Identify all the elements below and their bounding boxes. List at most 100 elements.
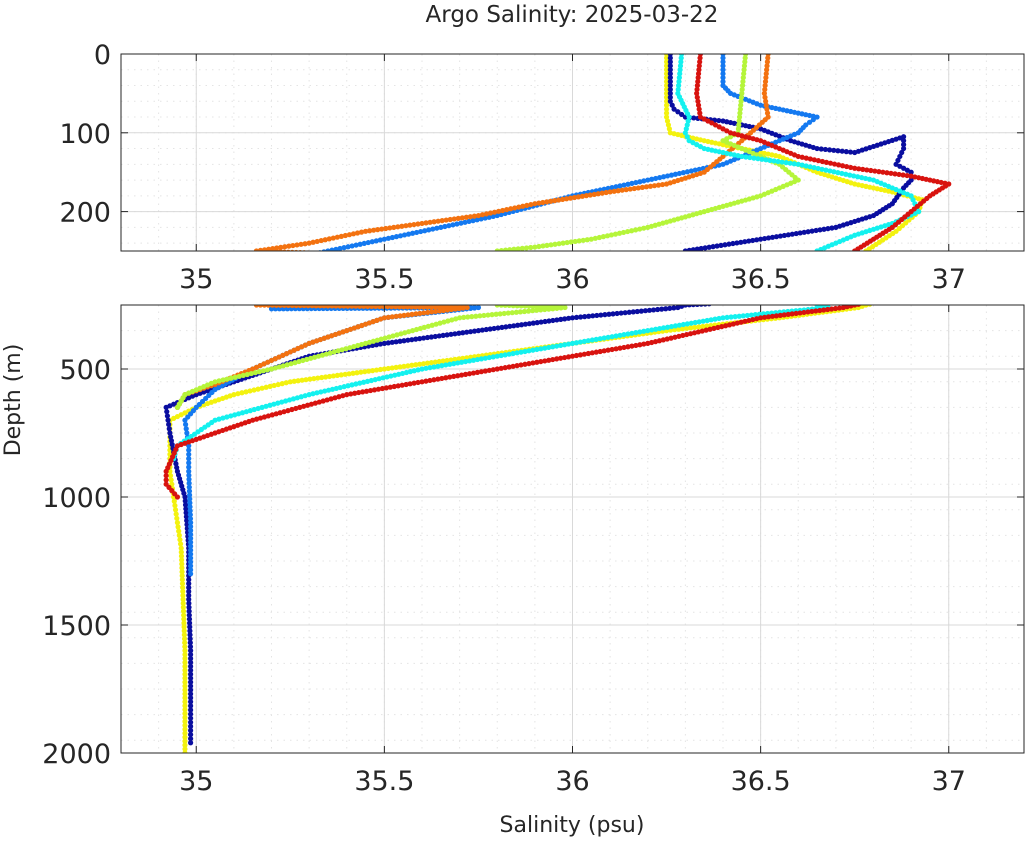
data-point bbox=[663, 63, 670, 69]
data-point bbox=[847, 172, 853, 178]
data-point bbox=[232, 412, 238, 418]
data-point bbox=[186, 592, 192, 599]
data-point bbox=[435, 363, 441, 369]
data-point bbox=[306, 392, 312, 398]
data-point bbox=[352, 390, 358, 396]
data-point bbox=[256, 369, 263, 375]
data-point bbox=[565, 354, 572, 360]
data-point bbox=[354, 370, 360, 376]
data-point bbox=[739, 153, 745, 160]
data-point bbox=[528, 244, 534, 251]
data-point bbox=[663, 78, 670, 85]
data-point bbox=[417, 310, 423, 317]
data-point bbox=[728, 314, 734, 320]
data-point bbox=[467, 214, 473, 220]
data-point bbox=[264, 367, 271, 373]
data-point bbox=[178, 553, 185, 559]
data-point bbox=[163, 404, 169, 410]
data-point bbox=[383, 385, 389, 391]
data-point bbox=[503, 324, 509, 330]
data-point bbox=[397, 233, 404, 239]
data-point bbox=[582, 314, 588, 320]
data-point bbox=[253, 305, 260, 308]
data-point bbox=[401, 338, 407, 344]
data-point bbox=[244, 371, 250, 378]
data-point bbox=[177, 541, 184, 547]
data-point bbox=[572, 238, 578, 245]
data-point bbox=[362, 228, 369, 234]
data-point bbox=[313, 305, 319, 309]
data-point bbox=[522, 321, 529, 327]
data-point bbox=[265, 248, 271, 251]
data-point bbox=[474, 217, 480, 223]
data-point bbox=[773, 234, 780, 240]
data-point bbox=[710, 244, 716, 250]
data-point bbox=[458, 220, 464, 226]
data-point bbox=[285, 408, 291, 414]
data-point bbox=[276, 364, 282, 370]
data-point bbox=[460, 305, 466, 311]
data-point bbox=[436, 358, 442, 365]
data-point bbox=[645, 177, 651, 183]
data-point bbox=[186, 581, 192, 587]
data-point bbox=[860, 166, 866, 172]
data-point bbox=[736, 313, 742, 319]
series-2 bbox=[315, 54, 820, 251]
data-point bbox=[271, 382, 277, 389]
data-point bbox=[166, 426, 172, 432]
data-point bbox=[667, 67, 673, 73]
data-point bbox=[449, 317, 455, 323]
data-point bbox=[431, 219, 437, 225]
data-point bbox=[334, 234, 340, 240]
data-point bbox=[188, 675, 194, 681]
data-point bbox=[806, 119, 813, 125]
data-point bbox=[646, 307, 653, 313]
data-point bbox=[695, 102, 702, 108]
data-point bbox=[579, 193, 586, 199]
data-point bbox=[550, 356, 556, 363]
data-point bbox=[593, 336, 599, 342]
data-point bbox=[463, 214, 469, 220]
data-point bbox=[899, 149, 905, 156]
data-point bbox=[389, 339, 395, 345]
data-point bbox=[182, 498, 188, 504]
data-point bbox=[511, 323, 517, 329]
data-point bbox=[605, 347, 611, 353]
data-point bbox=[896, 171, 902, 178]
data-point bbox=[613, 184, 619, 190]
data-point bbox=[269, 248, 275, 251]
data-point bbox=[663, 110, 670, 116]
data-point bbox=[286, 243, 292, 249]
data-point bbox=[268, 366, 275, 372]
data-point bbox=[182, 722, 188, 729]
data-point bbox=[423, 220, 429, 226]
data-point bbox=[370, 368, 376, 374]
data-point bbox=[817, 227, 823, 233]
data-point bbox=[377, 237, 383, 243]
data-point bbox=[363, 388, 370, 394]
data-point bbox=[773, 313, 779, 319]
series-6 bbox=[163, 305, 861, 500]
data-point bbox=[740, 78, 746, 85]
data-point bbox=[263, 384, 269, 390]
data-point bbox=[180, 588, 186, 595]
data-point bbox=[486, 354, 492, 361]
data-point bbox=[247, 408, 253, 414]
data-point bbox=[291, 378, 297, 384]
data-point bbox=[494, 353, 500, 359]
data-point bbox=[639, 184, 645, 190]
y-tick-label: 2000 bbox=[42, 739, 111, 770]
data-point bbox=[298, 241, 304, 247]
data-point bbox=[381, 366, 387, 372]
data-point bbox=[243, 409, 250, 415]
data-point bbox=[746, 317, 752, 324]
data-point bbox=[645, 224, 651, 230]
data-point bbox=[308, 401, 315, 407]
data-point bbox=[188, 727, 194, 734]
data-point bbox=[832, 305, 839, 312]
data-point bbox=[282, 244, 288, 250]
data-point bbox=[434, 225, 440, 231]
data-point bbox=[491, 209, 498, 215]
data-point bbox=[823, 167, 829, 173]
data-point bbox=[318, 237, 324, 244]
